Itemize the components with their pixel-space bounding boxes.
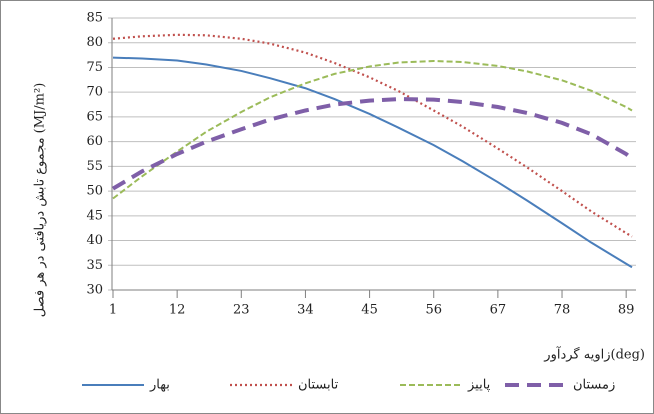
x-tick-label: 45 [361, 303, 378, 318]
series-line [111, 97, 634, 191]
legend-label: پاییز [467, 378, 491, 393]
y-tick-label: 75 [86, 60, 103, 75]
y-tick-label: 70 [86, 85, 103, 100]
legend-label: تابستان [298, 378, 339, 393]
x-tick-label: 12 [169, 303, 186, 318]
x-tick-label: 34 [297, 303, 314, 318]
legend-label: زمستان [573, 378, 615, 393]
y-tick-label: 60 [86, 134, 103, 149]
y-tick-label: 50 [86, 184, 103, 199]
x-tick-label: 23 [233, 303, 250, 318]
x-tick-label: 1 [109, 303, 117, 318]
series-line [112, 56, 633, 269]
y-tick-label: 30 [86, 283, 103, 298]
y-tick-label: 80 [86, 35, 103, 50]
y-tick-label: 55 [86, 159, 103, 174]
y-tick-label: 45 [86, 208, 103, 223]
x-tick-label: 78 [554, 303, 571, 318]
y-tick-label: 65 [86, 109, 103, 124]
x-tick-label: 89 [618, 303, 635, 318]
y-tick-label: 40 [86, 233, 103, 248]
x-tick-label: 67 [490, 303, 507, 318]
y-tick-label: 35 [86, 258, 103, 273]
x-tick-label: 56 [425, 303, 442, 318]
legend-label: بهار [149, 378, 170, 393]
y-tick-label: 85 [86, 11, 103, 26]
x-axis-label: زاویه گردآور(deg) [543, 346, 645, 363]
series-line [112, 60, 633, 200]
y-axis-label: مجموع تابش دریافتی در هر فصل (MJ/m²) [33, 83, 48, 318]
